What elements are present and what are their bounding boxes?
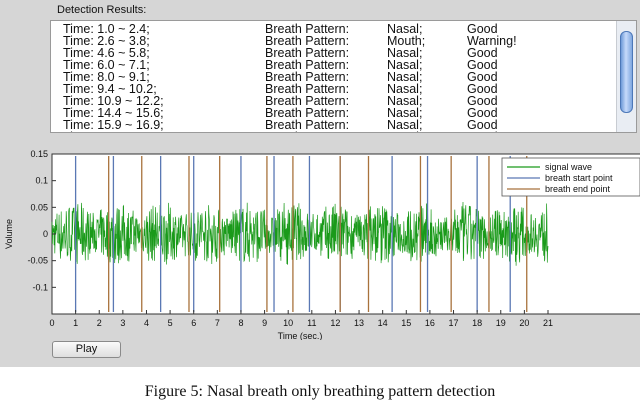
y-axis-label: Volume (4, 219, 14, 249)
result-label: Breath Pattern: (265, 82, 350, 96)
result-row[interactable]: Time: 9.4 ~ 10.2; Breath Pattern: Nasal; Go… (51, 82, 617, 96)
result-pattern: Nasal; (387, 131, 422, 132)
result-status: Warning! (467, 34, 517, 48)
x-tick-label: 20 (519, 318, 529, 328)
legend-label: breath start point (545, 173, 613, 183)
result-label: Breath Pattern: (265, 46, 350, 60)
x-tick-label: 21 (543, 318, 553, 328)
results-listbox[interactable]: Time: 1.0 ~ 2.4; Breath Pattern: Nasal; Goo… (50, 20, 637, 133)
y-tick-label: 0.15 (30, 149, 48, 159)
result-status: Good (467, 22, 498, 36)
result-row[interactable]: Time: 14.4 ~ 15.6; Breath Pattern: Nasal; G… (51, 106, 617, 120)
x-tick-label: 4 (144, 318, 149, 328)
result-time: Time: 9.4 ~ 10.2; (63, 82, 157, 96)
result-row[interactable]: Time: 10.9 ~ 12.2; Breath Pattern: Nasal; G… (51, 94, 617, 108)
result-status: Good (467, 94, 498, 108)
play-button[interactable]: Play (52, 341, 121, 358)
x-tick-label: 8 (238, 318, 243, 328)
breath-markers-group (74, 156, 528, 312)
result-time: Time: 18.0 ~ 19.3; (63, 131, 164, 132)
result-row[interactable]: Time: 8.0 ~ 9.1; Breath Pattern: Nasal; Goo… (51, 70, 617, 84)
axes-group: 0 1 2 3 4 5 6 7 8 9 10 11 12 13 14 15 16 17 18 19 20 210.150.… (4, 149, 553, 340)
x-tick-label: 6 (191, 318, 196, 328)
result-status: Good (467, 58, 498, 72)
signal-wave-line (51, 201, 549, 266)
result-pattern: Nasal; (387, 22, 423, 36)
y-tick-label: -0.05 (27, 256, 48, 266)
result-label: Breath Pattern: (265, 70, 350, 84)
x-tick-label: 7 (215, 318, 220, 328)
result-time: Time: 2.6 ~ 3.8; (63, 34, 150, 48)
x-tick-label: 12 (330, 318, 340, 328)
result-pattern: Nasal; (387, 58, 423, 72)
results-heading: Detection Results: (57, 4, 147, 16)
result-time: Time: 14.4 ~ 15.6; (63, 106, 164, 120)
result-pattern: Nasal; (387, 46, 423, 60)
x-tick-label: 2 (97, 318, 102, 328)
result-row[interactable]: Time: 6.0 ~ 7.1; Breath Pattern: Nasal; Goo… (51, 58, 617, 72)
y-tick-label: -0.1 (32, 282, 48, 292)
result-pattern: Nasal; (387, 94, 423, 108)
x-tick-label: 17 (449, 318, 459, 328)
result-status: Good (467, 82, 498, 96)
legend-box (501, 157, 640, 197)
x-tick-label: 18 (472, 318, 482, 328)
x-tick-label: 11 (307, 318, 316, 328)
y-tick-label: 0 (43, 229, 48, 239)
legend-label: breath end point (545, 184, 611, 194)
x-tick-label: 1 (73, 318, 78, 328)
result-row[interactable]: Time: 15.9 ~ 16.9; Breath Pattern: Nasal; G… (51, 118, 617, 132)
x-tick-label: 19 (496, 318, 506, 328)
result-label: Breath Pattern: (265, 22, 350, 36)
y-tick-label: 0.1 (35, 176, 48, 186)
figure-caption: Figure 5: Nasal breath only breathing pa… (144, 383, 496, 400)
result-time: Time: 10.9 ~ 12.2; (63, 94, 164, 108)
result-row[interactable]: Time: 4.6 ~ 5.8; Breath Pattern: Nasal; Goo… (51, 46, 617, 60)
x-tick-label: 15 (401, 318, 411, 328)
result-row[interactable]: Time: 18.0 ~ 19.3; Breath Pattern: Nasal; G… (51, 131, 617, 132)
x-tick-label: 9 (262, 318, 267, 328)
result-label: Breath Pattern: (265, 58, 350, 72)
x-tick-label: 13 (354, 318, 364, 328)
vertical-scrollbar[interactable] (616, 21, 636, 132)
result-time: Time: 6.0 ~ 7.1; (63, 58, 150, 72)
result-label: Breath Pattern: (265, 118, 350, 132)
legend-label: signal wave (545, 162, 592, 172)
results-list: Time: 1.0 ~ 2.4; Breath Pattern: Nasal; Goo… (51, 21, 617, 132)
scrollbar-thumb[interactable] (620, 31, 633, 113)
result-pattern: Nasal; (387, 106, 423, 120)
x-tick-label: 14 (378, 318, 388, 328)
app-window: Detection Results: Time: 1.0 ~ 2.4; Breat… (0, 0, 640, 367)
result-row[interactable]: Time: 1.0 ~ 2.4; Breath Pattern: Nasal; Goo… (51, 22, 617, 36)
result-pattern: Nasal; (387, 118, 423, 132)
x-axis-label: Time (sec.) (278, 331, 323, 340)
y-tick-label: 0.05 (30, 202, 48, 212)
signal-wave-group (51, 201, 549, 266)
result-time: Time: 1.0 ~ 2.4; (63, 22, 150, 36)
result-pattern: Nasal; (387, 70, 423, 84)
result-row[interactable]: Time: 2.6 ~ 3.8; Breath Pattern: Mouth; War… (51, 34, 617, 48)
result-time: Time: 8.0 ~ 9.1; (63, 70, 150, 84)
result-label: Breath Pattern: (265, 94, 350, 108)
x-tick-label: 10 (283, 318, 293, 328)
result-status: Good (467, 131, 498, 132)
result-label: Breath Pattern: (265, 131, 349, 132)
result-pattern: Nasal; (387, 82, 423, 96)
x-tick-label: 16 (425, 318, 435, 328)
x-tick-label: 5 (168, 318, 173, 328)
result-status: Good (467, 118, 498, 132)
x-tick-label: 0 (49, 318, 54, 328)
result-label: Breath Pattern: (265, 106, 350, 120)
result-label: Breath Pattern: (265, 34, 350, 48)
result-status: Good (467, 106, 498, 120)
result-status: Good (467, 70, 498, 84)
signal-chart: 0 1 2 3 4 5 6 7 8 9 10 11 12 13 14 15 16 17 18 19 20 210.150.… (4, 149, 640, 340)
result-time: Time: 4.6 ~ 5.8; (63, 46, 150, 60)
result-time: Time: 15.9 ~ 16.9; (63, 118, 164, 132)
result-pattern: Mouth; (387, 34, 426, 48)
x-tick-label: 3 (120, 318, 125, 328)
result-status: Good (467, 46, 498, 60)
